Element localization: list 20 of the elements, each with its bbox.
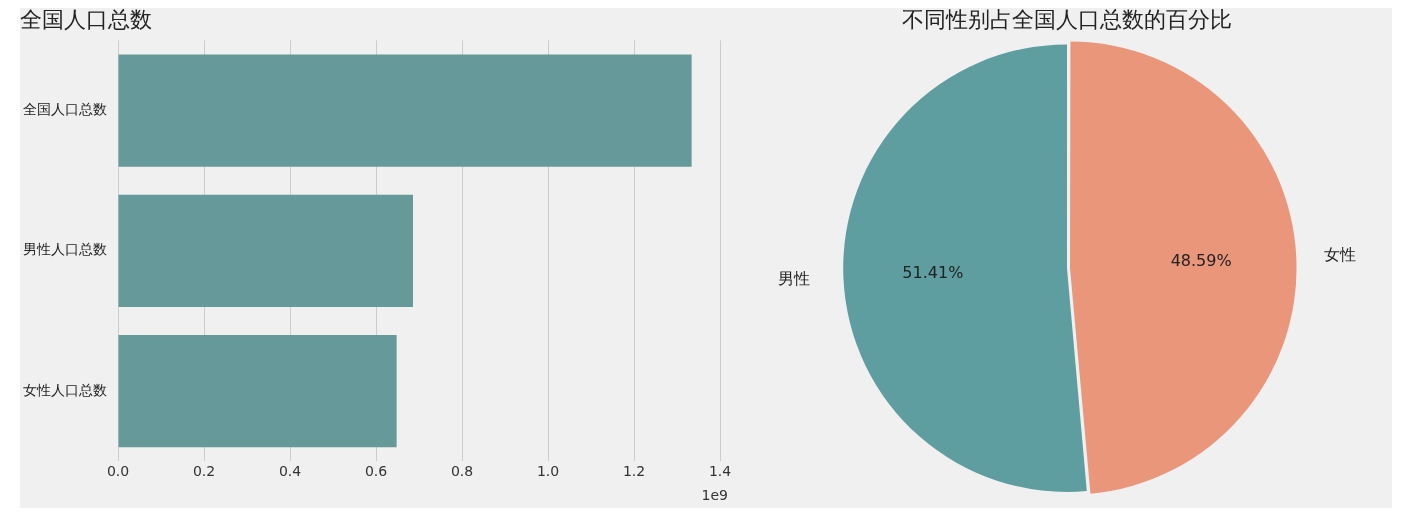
x-tick-label: 0.2 [192,463,216,480]
x-tick-label: 1.2 [622,463,646,480]
data-label: 51.41% [902,263,964,283]
y-tick-label: 全国人口总数 [23,101,107,118]
x-tick-label: 0.8 [450,463,474,480]
chart-title: 不同性别占全国人口总数的百分比 [902,6,1232,32]
x-tick-label: 0.4 [278,463,302,480]
slice-label: 女性 [1323,245,1356,265]
bar [118,334,397,448]
bar [118,54,692,167]
x-tick-label: 1.0 [536,463,560,480]
y-tick-label: 男性人口总数 [23,241,107,258]
x-tick-label: 0.6 [364,463,388,480]
y-tick-label: 女性人口总数 [23,381,107,398]
text: 1e9 [701,487,728,503]
data-label: 48.59% [1170,251,1232,271]
x-tick-label: 0.0 [106,463,130,480]
x-tick-label: 1.4 [708,463,732,480]
bar [118,194,413,307]
slice-label: 男性 [778,269,811,289]
